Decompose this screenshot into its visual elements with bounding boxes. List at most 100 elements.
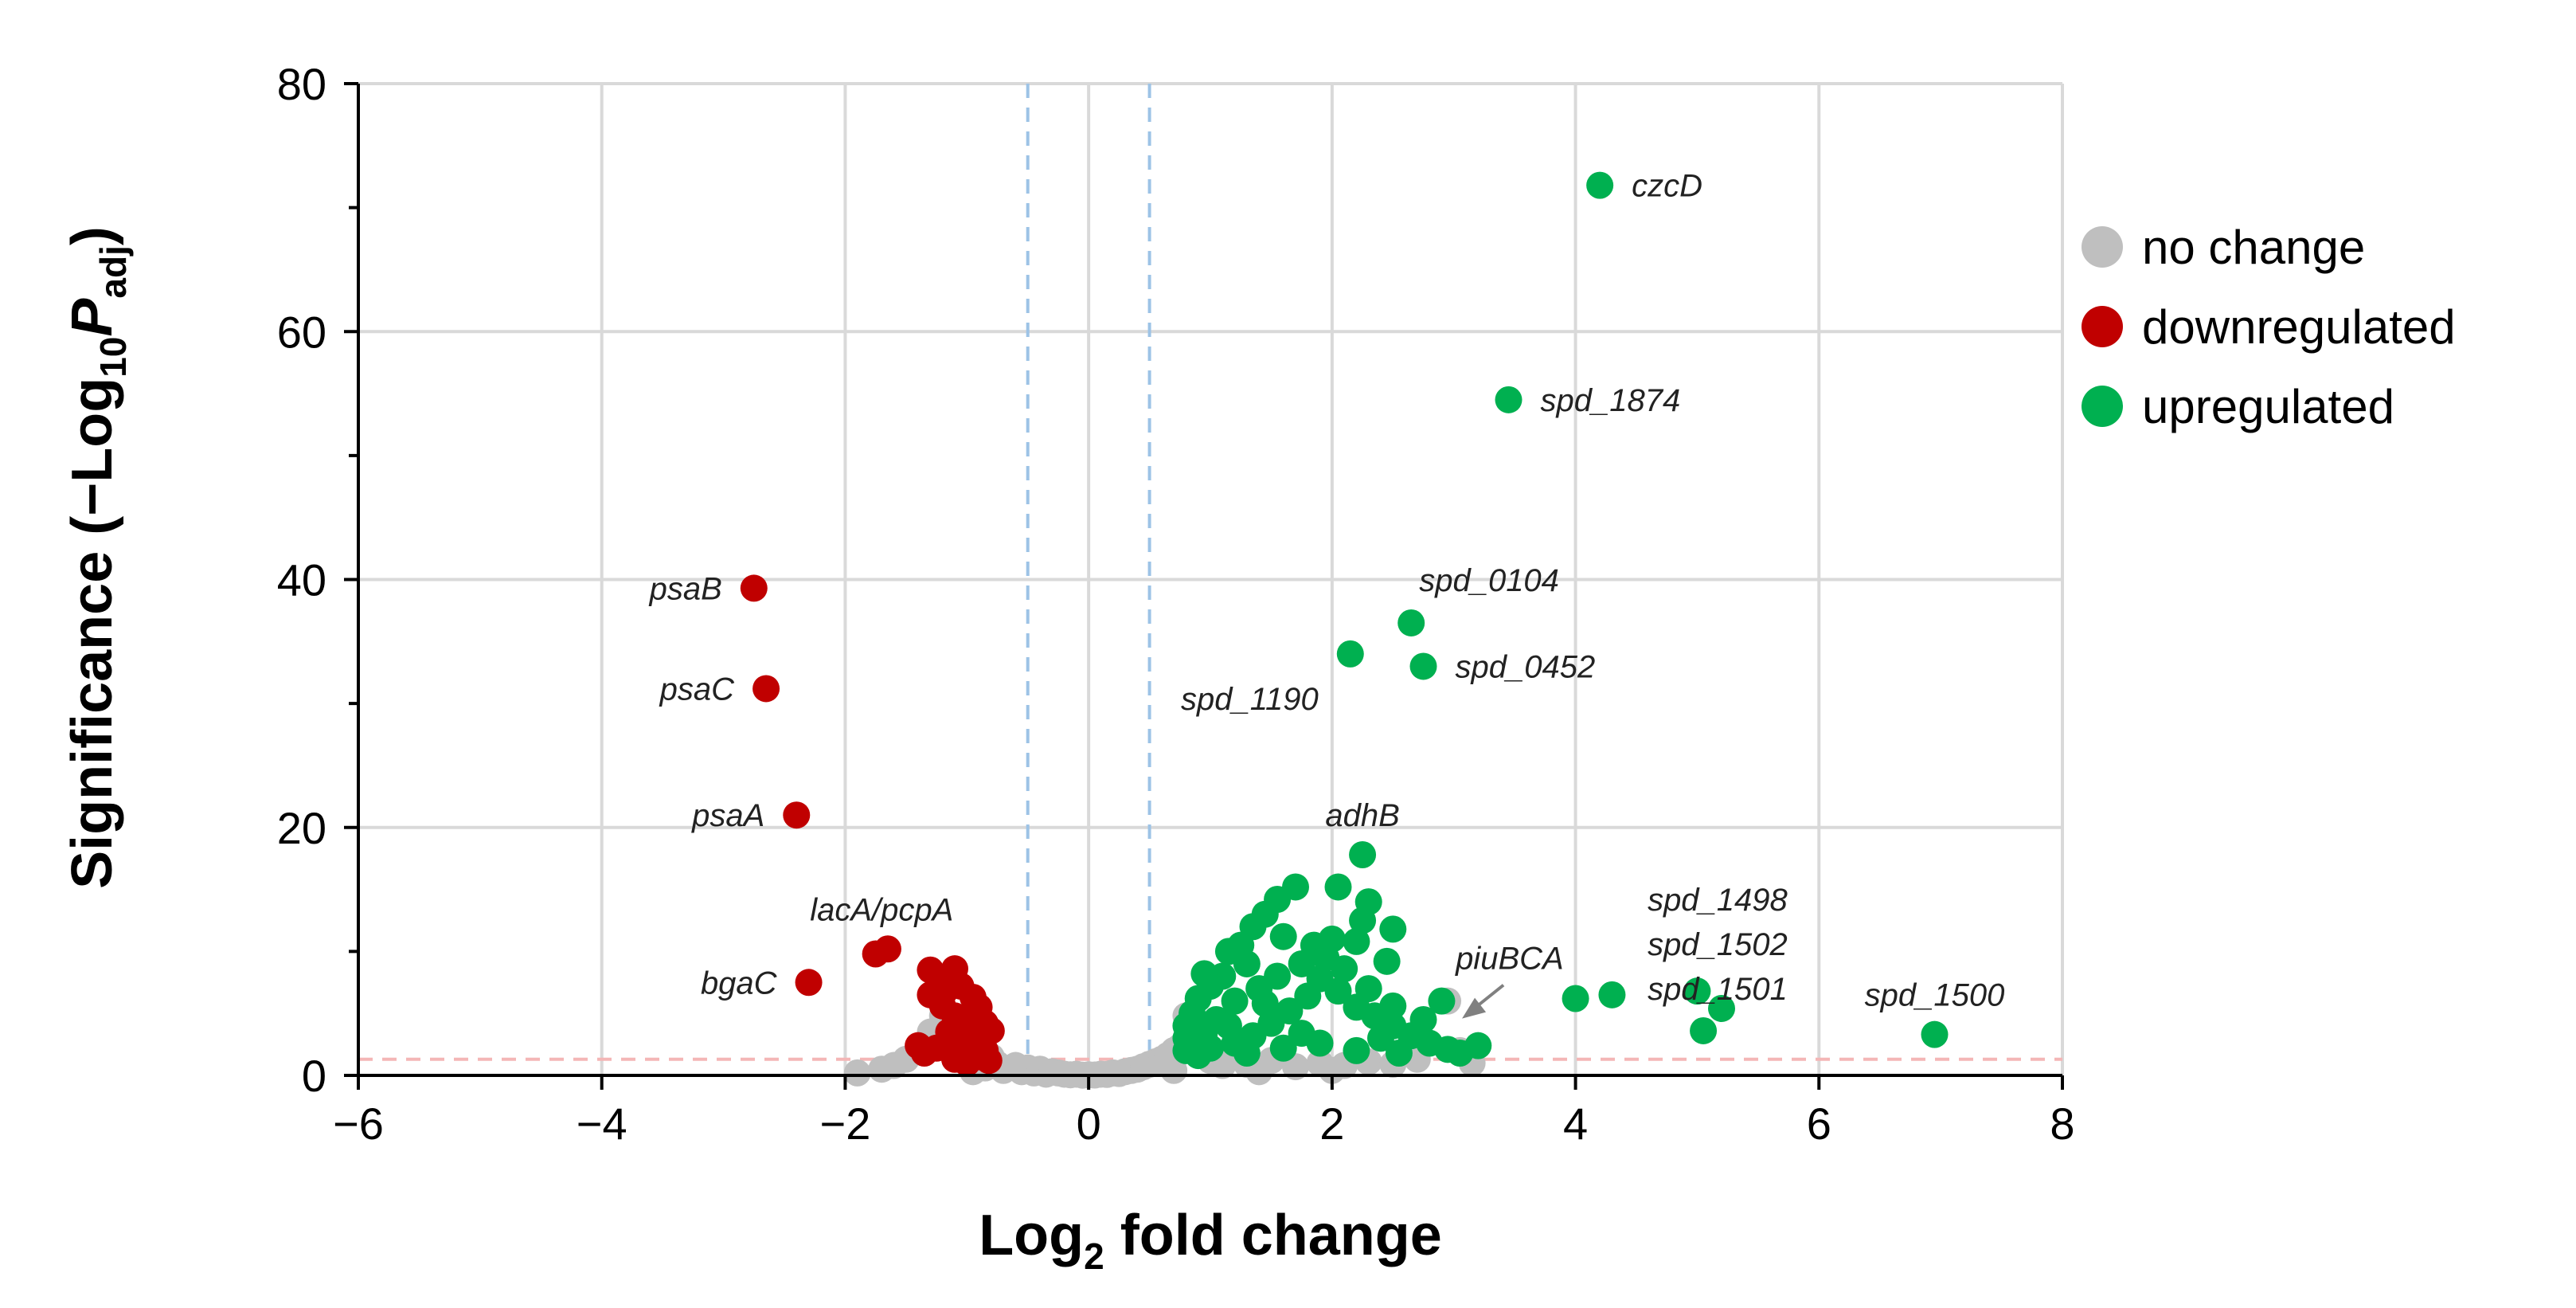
data-point-downregulated bbox=[975, 1047, 1003, 1075]
data-point-downregulated bbox=[905, 1032, 932, 1059]
data-point-downregulated bbox=[967, 1023, 995, 1051]
gene-label: spd_0452 bbox=[1456, 649, 1596, 684]
y-tick-label: 40 bbox=[277, 555, 326, 605]
legend-marker bbox=[2082, 226, 2123, 268]
data-point-no-change bbox=[1318, 1056, 1346, 1084]
gene-label: spd_1190 bbox=[1181, 682, 1319, 717]
data-point-upregulated bbox=[1683, 977, 1711, 1005]
grid-lines bbox=[358, 82, 2064, 1075]
data-points bbox=[740, 171, 1949, 1089]
data-point-downregulated bbox=[752, 675, 780, 703]
gene-label: spd_1498 bbox=[1648, 883, 1788, 918]
gene-label: bgaC bbox=[701, 965, 778, 1001]
legend-label: no change bbox=[2142, 221, 2365, 274]
gene-label: piuBCA bbox=[1455, 942, 1564, 977]
y-tick-label: 0 bbox=[302, 1051, 326, 1101]
data-point-upregulated bbox=[1921, 1020, 1949, 1048]
gene-label: psaB bbox=[649, 571, 722, 606]
data-point-upregulated bbox=[1214, 1012, 1242, 1040]
data-point-upregulated bbox=[1288, 1020, 1315, 1048]
y-tick-label: 80 bbox=[277, 59, 326, 109]
data-point-downregulated bbox=[874, 935, 901, 963]
legend-marker bbox=[2082, 306, 2123, 347]
data-point-upregulated bbox=[1354, 975, 1382, 1003]
data-point-upregulated bbox=[1269, 1034, 1297, 1062]
data-point-no-change bbox=[843, 1059, 871, 1087]
data-point-upregulated bbox=[1409, 1005, 1437, 1033]
y-tick-label: 20 bbox=[277, 803, 326, 853]
series-upregulated bbox=[1172, 171, 1949, 1070]
data-point-upregulated bbox=[1379, 992, 1407, 1020]
data-point-upregulated bbox=[1562, 985, 1589, 1012]
data-point-upregulated bbox=[1379, 915, 1407, 943]
legend-item-upregulated: upregulated bbox=[2082, 380, 2394, 433]
y-tick-label: 60 bbox=[277, 307, 326, 357]
data-point-upregulated bbox=[1373, 947, 1401, 975]
gene-label: spd_1874 bbox=[1541, 383, 1681, 418]
data-point-no-change bbox=[1160, 1056, 1188, 1084]
gene-label: spd_1501 bbox=[1648, 972, 1788, 1007]
data-point-upregulated bbox=[1598, 981, 1626, 1008]
data-point-downregulated bbox=[795, 969, 823, 997]
data-point-upregulated bbox=[1312, 944, 1340, 972]
x-tick-label: −6 bbox=[333, 1098, 384, 1149]
gene-label: adhB bbox=[1325, 798, 1399, 833]
gene-label: lacA/pcpA bbox=[810, 892, 953, 927]
threshold-lines bbox=[358, 84, 2062, 1075]
x-tick-label: 4 bbox=[1563, 1098, 1588, 1149]
data-point-no-change bbox=[868, 1055, 896, 1083]
axes bbox=[344, 82, 2064, 1090]
x-tick-label: 8 bbox=[2050, 1098, 2074, 1149]
gene-annotations: czcD spd_1874 spd_0104 spd_0452 spd_1190 adhB… bbox=[649, 169, 2005, 1019]
data-point-upregulated bbox=[1233, 1039, 1261, 1067]
legend-item-no-change: no change bbox=[2082, 221, 2365, 274]
legend-item-downregulated: downregulated bbox=[2082, 300, 2456, 354]
x-tick-label: −2 bbox=[819, 1098, 870, 1149]
series-downregulated bbox=[740, 574, 1005, 1077]
gene-label: psaC bbox=[659, 672, 735, 707]
legend-label: downregulated bbox=[2142, 300, 2456, 354]
gene-label: czcD bbox=[1632, 169, 1702, 204]
x-tick-label: −4 bbox=[577, 1098, 627, 1149]
data-point-upregulated bbox=[1708, 994, 1735, 1022]
data-point-upregulated bbox=[1495, 386, 1523, 413]
x-tick-label: 2 bbox=[1319, 1098, 1344, 1149]
data-point-upregulated bbox=[1221, 987, 1249, 1015]
data-point-upregulated bbox=[1586, 171, 1614, 199]
x-tick-label: 6 bbox=[1807, 1098, 1831, 1149]
data-point-upregulated bbox=[1324, 873, 1352, 901]
data-point-upregulated bbox=[1385, 1039, 1413, 1067]
data-point-upregulated bbox=[1336, 640, 1364, 668]
data-point-upregulated bbox=[1367, 1024, 1394, 1052]
arrow-head-icon bbox=[1462, 997, 1487, 1019]
x-tick-label: 0 bbox=[1077, 1098, 1101, 1149]
y-axis-title: Significance (−Log10Padj) bbox=[61, 226, 134, 889]
legend-marker bbox=[2082, 386, 2123, 427]
data-point-upregulated bbox=[1349, 840, 1377, 868]
data-point-upregulated bbox=[1184, 1042, 1212, 1070]
legend-label: upregulated bbox=[2142, 380, 2394, 433]
data-point-upregulated bbox=[1397, 609, 1425, 636]
data-point-upregulated bbox=[1428, 987, 1456, 1015]
data-point-upregulated bbox=[1233, 950, 1261, 977]
gene-label: spd_1502 bbox=[1648, 927, 1788, 962]
data-point-downregulated bbox=[931, 977, 959, 1005]
data-point-upregulated bbox=[1690, 1016, 1718, 1044]
data-point-upregulated bbox=[1288, 950, 1315, 977]
data-point-upregulated bbox=[1264, 962, 1292, 990]
data-point-upregulated bbox=[1190, 960, 1218, 988]
gene-label: spd_1500 bbox=[1865, 978, 2005, 1013]
data-point-upregulated bbox=[1324, 977, 1352, 1005]
data-point-downregulated bbox=[953, 1049, 981, 1077]
gene-label: spd_0104 bbox=[1419, 563, 1559, 598]
x-axis-title: Log2 fold change bbox=[979, 1204, 1442, 1277]
data-point-upregulated bbox=[1349, 907, 1377, 934]
data-point-upregulated bbox=[1269, 922, 1297, 950]
gene-label: psaA bbox=[691, 798, 764, 833]
data-point-downregulated bbox=[740, 574, 768, 602]
legend: no change downregulated upregulated bbox=[2082, 221, 2456, 433]
data-point-upregulated bbox=[1409, 652, 1437, 680]
data-point-upregulated bbox=[1294, 982, 1322, 1010]
